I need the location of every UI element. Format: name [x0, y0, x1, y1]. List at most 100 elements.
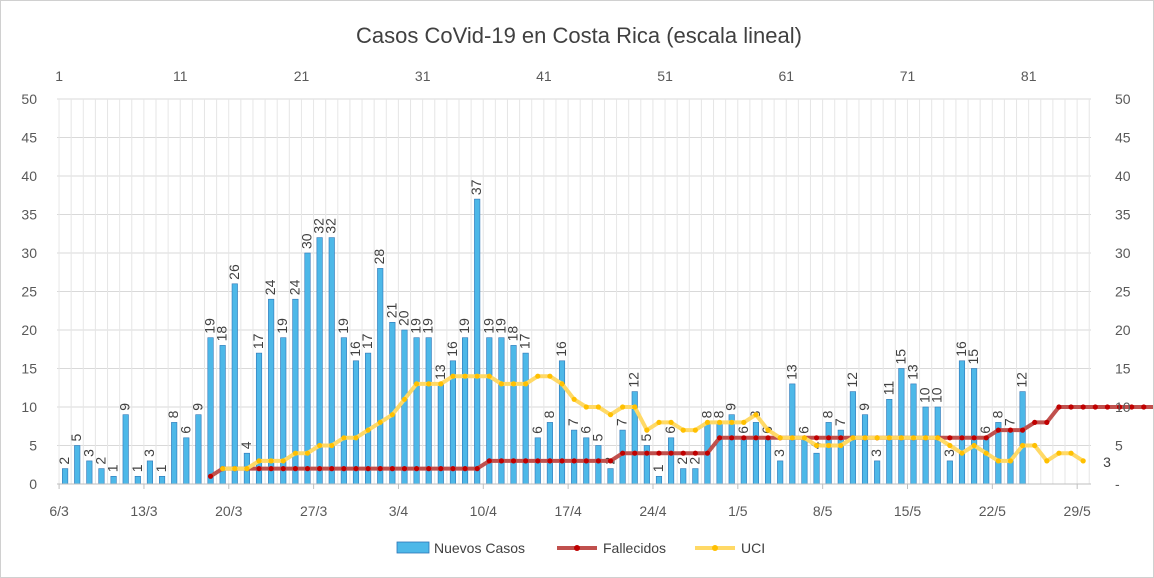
uci-point: [474, 373, 480, 379]
fallecidos-point: [680, 450, 686, 456]
uci-point: [668, 419, 674, 425]
uci-point: [1032, 442, 1038, 449]
bar: [680, 468, 687, 485]
bar: [619, 429, 626, 485]
y-tick-label: 15: [21, 361, 37, 377]
bar-data-label: 28: [371, 249, 387, 265]
fallecidos-point: [1019, 427, 1026, 433]
bar: [462, 337, 469, 485]
bar-data-label: 16: [347, 341, 363, 357]
bar-data-label: 37: [468, 179, 484, 195]
y-tick-label: 40: [21, 168, 37, 184]
x-tick-label: 10/4: [470, 503, 497, 519]
bar: [971, 368, 978, 485]
fallecidos-point: [947, 435, 953, 441]
bar: [183, 437, 190, 485]
fallecidos-point: [632, 450, 638, 456]
x-tick-label: 15/5: [894, 503, 921, 519]
uci-point: [547, 373, 553, 379]
chart-title: Casos CoVid-19 en Costa Rica (escala lin…: [356, 23, 802, 48]
bar: [1019, 391, 1026, 485]
bar: [522, 352, 529, 485]
uci-point: [571, 396, 577, 402]
fallecidos-point: [826, 435, 832, 441]
bar-data-label: 30: [299, 233, 315, 249]
y-tick-label: 25: [21, 284, 37, 300]
bar-data-label: 15: [965, 349, 981, 365]
bar-data-label: 11: [880, 381, 896, 396]
uci-point: [292, 450, 298, 456]
uci-point: [741, 419, 747, 425]
fallecidos-point: [523, 458, 529, 464]
bar-data-label: 9: [117, 403, 133, 411]
y2-tick-label: 25: [1115, 284, 1131, 300]
fallecidos-point: [765, 435, 771, 441]
bar: [340, 337, 347, 485]
bar-data-label: 13: [432, 364, 448, 380]
bar-data-label: 1: [153, 464, 169, 472]
bar: [352, 360, 360, 485]
fallecidos-point: [426, 466, 432, 472]
uci-point: [729, 419, 735, 425]
fallecidos-point: [450, 466, 456, 472]
x-tick-label: 3/4: [389, 503, 409, 519]
bar-data-label: 13: [905, 364, 921, 380]
uci-point: [256, 458, 262, 464]
x-tick-label: 1/5: [728, 503, 748, 519]
legend-label-fallecidos: Fallecidos: [603, 540, 666, 556]
uci-point: [874, 435, 880, 441]
uci-point: [244, 466, 250, 472]
bar-data-label: 5: [68, 434, 84, 442]
bar: [655, 475, 663, 485]
bar-data-label: 6: [795, 426, 811, 434]
fallecidos-point: [256, 466, 262, 472]
uci-point: [595, 404, 601, 410]
bar-data-label: 21: [383, 303, 399, 319]
bar: [195, 414, 202, 485]
y-tick-label: 0: [29, 476, 37, 492]
bar: [740, 437, 747, 485]
legend-marker-fallecidos: [574, 545, 580, 551]
uci-point: [692, 427, 698, 433]
y-tick-label: 45: [21, 130, 37, 146]
uci-point: [1068, 450, 1074, 456]
y-tick-label: 50: [21, 91, 37, 107]
uci-point: [620, 404, 626, 410]
bar: [752, 422, 759, 485]
bar-data-label: 8: [820, 410, 836, 418]
uci-point: [450, 373, 456, 379]
uci-point: [801, 435, 808, 441]
x-tick-label: 20/3: [215, 503, 242, 519]
bar-data-label: 24: [286, 279, 302, 295]
uci-point: [329, 442, 335, 449]
bar-data-label: 32: [311, 218, 327, 234]
x-tick-label: 13/3: [130, 503, 157, 519]
bar-data-label: 7: [614, 418, 630, 426]
uci-point: [1044, 458, 1050, 464]
bar: [389, 321, 396, 485]
uci-point: [1019, 442, 1026, 449]
bar: [134, 475, 141, 485]
bar: [825, 422, 832, 485]
bar: [607, 468, 614, 485]
uci-point: [365, 427, 371, 433]
fallecidos-point: [971, 435, 977, 441]
uci-point: [317, 442, 323, 449]
bar-data-label: 24: [262, 279, 278, 295]
bar-data-label: 16: [953, 341, 969, 357]
uci-point: [862, 435, 868, 441]
uci-point: [498, 381, 505, 387]
bar-data-label: 3: [141, 449, 157, 457]
uci-point: [1056, 450, 1062, 456]
uci-point: [947, 442, 953, 449]
bar-data-label: 19: [480, 318, 496, 334]
uci-point: [923, 435, 929, 441]
bar-data-label: 12: [626, 372, 642, 388]
uci-point: [838, 442, 844, 449]
x-tick-label: 27/3: [300, 503, 327, 519]
fallecidos-point: [1032, 419, 1038, 425]
fallecidos-point: [995, 427, 1001, 433]
bar: [98, 468, 105, 485]
